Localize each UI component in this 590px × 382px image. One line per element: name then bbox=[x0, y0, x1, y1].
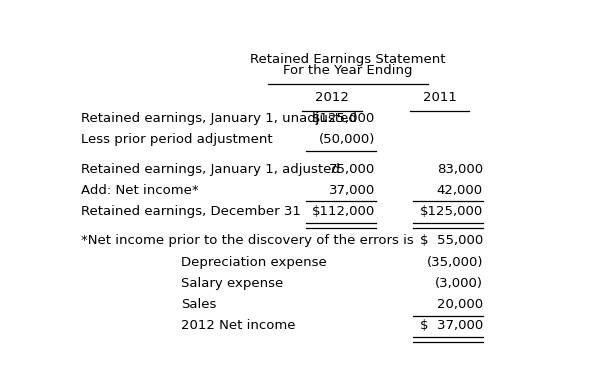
Text: Retained earnings, January 1, adjusted: Retained earnings, January 1, adjusted bbox=[81, 163, 339, 176]
Text: Retained earnings, January 1, unadjusted: Retained earnings, January 1, unadjusted bbox=[81, 112, 356, 125]
Text: (50,000): (50,000) bbox=[319, 133, 375, 146]
Text: *Net income prior to the discovery of the errors is: *Net income prior to the discovery of th… bbox=[81, 235, 414, 248]
Text: Sales: Sales bbox=[181, 298, 217, 311]
Text: Salary expense: Salary expense bbox=[181, 277, 283, 290]
Text: $  37,000: $ 37,000 bbox=[419, 319, 483, 332]
Text: (3,000): (3,000) bbox=[435, 277, 483, 290]
Text: 2011: 2011 bbox=[422, 91, 457, 104]
Text: Retained earnings, December 31: Retained earnings, December 31 bbox=[81, 205, 300, 218]
Text: Retained Earnings Statement: Retained Earnings Statement bbox=[250, 53, 446, 66]
Text: 37,000: 37,000 bbox=[329, 184, 375, 197]
Text: For the Year Ending: For the Year Ending bbox=[283, 64, 413, 77]
Text: 75,000: 75,000 bbox=[329, 163, 375, 176]
Text: Less prior period adjustment: Less prior period adjustment bbox=[81, 133, 272, 146]
Text: $125,000: $125,000 bbox=[312, 112, 375, 125]
Text: (35,000): (35,000) bbox=[427, 256, 483, 269]
Text: Depreciation expense: Depreciation expense bbox=[181, 256, 327, 269]
Text: 2012: 2012 bbox=[315, 91, 349, 104]
Text: 83,000: 83,000 bbox=[437, 163, 483, 176]
Text: $  55,000: $ 55,000 bbox=[419, 235, 483, 248]
Text: 42,000: 42,000 bbox=[437, 184, 483, 197]
Text: $112,000: $112,000 bbox=[312, 205, 375, 218]
Text: Add: Net income*: Add: Net income* bbox=[81, 184, 198, 197]
Text: 20,000: 20,000 bbox=[437, 298, 483, 311]
Text: $125,000: $125,000 bbox=[419, 205, 483, 218]
Text: 2012 Net income: 2012 Net income bbox=[181, 319, 296, 332]
